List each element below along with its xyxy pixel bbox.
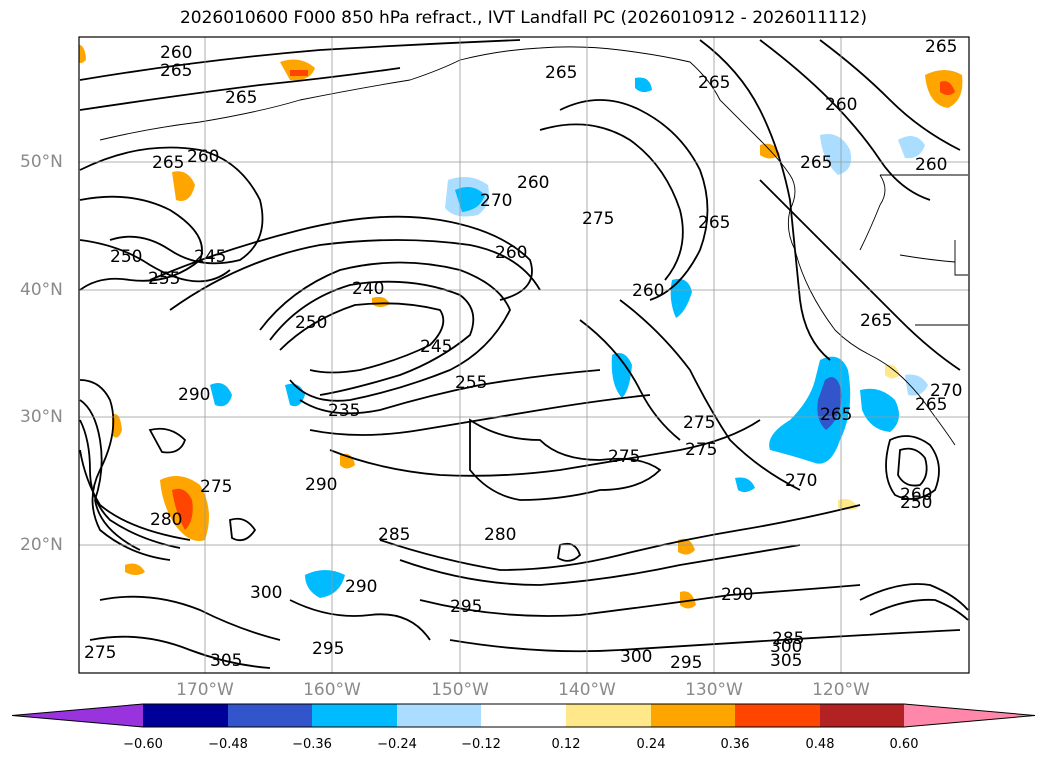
lon-label: 120°W (812, 680, 870, 700)
contour-label: 260 (900, 485, 932, 505)
coastlines (99, 46, 968, 446)
colorbar-tick-label: −0.36 (292, 737, 332, 752)
contour-label: 285 (772, 629, 804, 649)
lon-label: 130°W (685, 680, 743, 700)
colorbar-tick-label: 0.24 (636, 737, 666, 752)
contour-label: 275 (582, 209, 614, 229)
colorbar-tick-label: 0.12 (551, 737, 581, 752)
contour-label: 280 (150, 510, 182, 530)
contour-label: 260 (495, 243, 527, 263)
contour-label: 260 (187, 147, 219, 167)
contour-label: 295 (450, 597, 482, 617)
contour-label: 270 (480, 191, 512, 211)
lon-label: 140°W (558, 680, 616, 700)
colorbar-bin (228, 704, 312, 727)
contour-label: 295 (312, 639, 344, 659)
colorbar-tick-label: 0.60 (889, 737, 919, 752)
colorbar-bin (397, 704, 481, 727)
colorbar-tick-label: −0.12 (461, 737, 501, 752)
colorbar-tick-label: −0.60 (123, 737, 163, 752)
colorbar-tick-label: 0.36 (720, 737, 750, 752)
contour-label: 285 (378, 525, 410, 545)
colorbar-min-extension (12, 704, 143, 727)
contour-label: 235 (328, 401, 360, 421)
contour-label: 275 (200, 477, 232, 497)
graticule (79, 37, 969, 673)
contour-label: 250 (900, 493, 932, 513)
colorbar-bin (820, 704, 904, 727)
lon-label: 160°W (303, 680, 361, 700)
contour-label: 275 (683, 413, 715, 433)
contour-label: 255 (148, 269, 180, 289)
contour-label: 260 (517, 173, 549, 193)
contour-label: 290 (721, 585, 753, 605)
colorbar-bin (312, 704, 397, 727)
contour-label: 275 (685, 440, 717, 460)
contour-label: 265 (225, 88, 257, 108)
contour-label: 260 (160, 43, 192, 63)
contour-label: 260 (632, 281, 664, 301)
contour-labels: 260 265 265 265 265 265 260 260 265 260 … (84, 37, 962, 673)
contour-label: 300 (250, 583, 282, 603)
contour-label: 290 (345, 577, 377, 597)
contour-label: 270 (930, 381, 962, 401)
contour-label: 280 (484, 525, 516, 545)
contour-label: 265 (925, 37, 957, 57)
contour-label: 255 (455, 373, 487, 393)
lon-label: 170°W (176, 680, 234, 700)
contour-label: 265 (160, 61, 192, 81)
contour-label: 275 (84, 643, 116, 663)
lon-label: 150°W (431, 680, 489, 700)
contour-label: 265 (698, 213, 730, 233)
contour-label: 265 (698, 73, 730, 93)
contour-label: 250 (295, 313, 327, 333)
contour-label: 265 (860, 311, 892, 331)
contour-label: 240 (352, 279, 384, 299)
colorbar-bin (735, 704, 820, 727)
lat-label: 40°N (20, 280, 63, 300)
contour-label: 260 (825, 95, 857, 115)
contour-label: 250 (110, 247, 142, 267)
contour-label: 300 (620, 647, 652, 667)
contour-label: 295 (670, 653, 702, 673)
colorbar-bin (143, 704, 228, 727)
lat-label: 30°N (20, 407, 63, 427)
contour-label: 265 (800, 153, 832, 173)
map-title: 2026010600 F000 850 hPa refract., IVT La… (179, 8, 867, 28)
contour-label: 290 (305, 475, 337, 495)
colorbar (11, 703, 1036, 728)
colorbar-tick-label: −0.24 (377, 737, 417, 752)
colorbar-bin (651, 704, 735, 727)
lat-label: 50°N (20, 152, 63, 172)
contour-label: 265 (915, 395, 947, 415)
colorbar-max-extension (904, 704, 1035, 727)
colorbar-bin (481, 704, 566, 727)
contour-label: 265 (545, 63, 577, 83)
contour-label: 290 (178, 385, 210, 405)
contour-label: 270 (785, 471, 817, 491)
contour-label: 300 (770, 637, 802, 657)
contour-label: 245 (420, 337, 452, 357)
contour-label: 305 (770, 651, 802, 671)
anomaly-fills (79, 44, 963, 609)
contour-label: 305 (210, 651, 242, 671)
colorbar-tick-label: 0.48 (805, 737, 835, 752)
contour-label: 260 (915, 155, 947, 175)
contour-label: 275 (608, 447, 640, 467)
lat-label: 20°N (20, 535, 63, 555)
contour-lines (79, 39, 969, 669)
contour-label: 265 (820, 405, 852, 425)
colorbar-tick-label: −0.48 (208, 737, 248, 752)
colorbar-bin (566, 704, 651, 727)
map-frame (78, 36, 970, 674)
contour-label: 265 (152, 153, 184, 173)
contour-label: 245 (194, 247, 226, 267)
